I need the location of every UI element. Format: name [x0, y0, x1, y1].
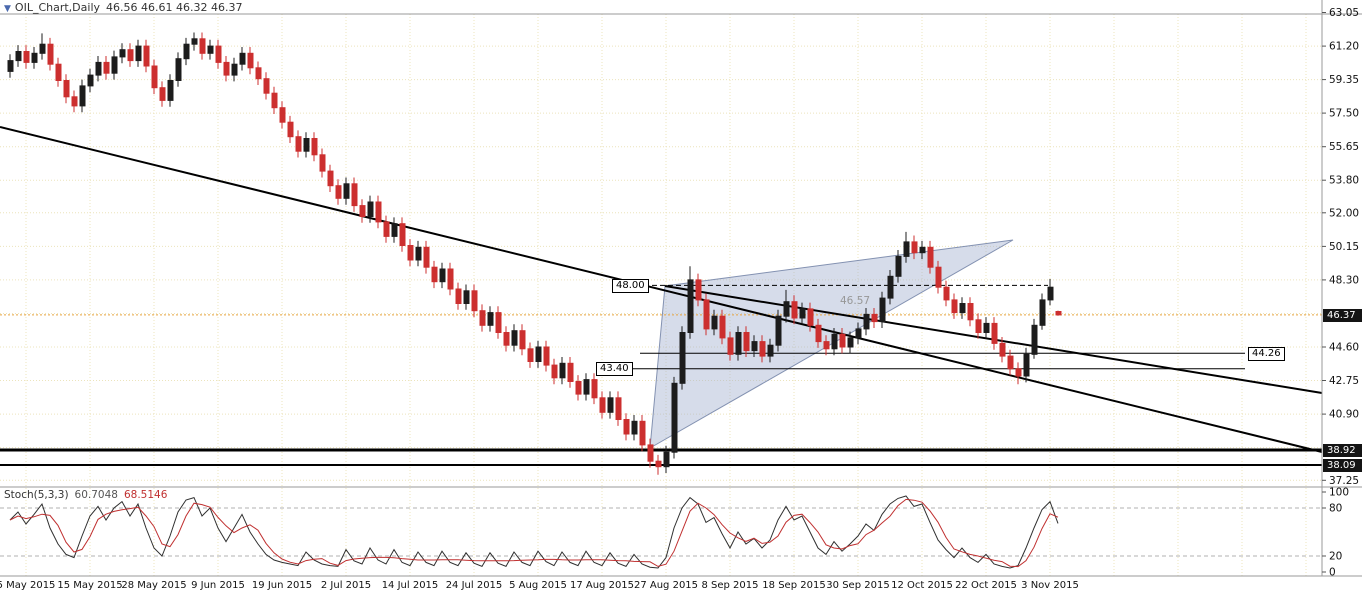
level-label-4340[interactable]: 43.40 [596, 362, 633, 376]
date-tick-label: 24 Jul 2015 [446, 580, 503, 591]
price-tick-label: 59.35 [1329, 74, 1359, 86]
stoch-scale-label: 0 [1329, 567, 1336, 579]
price-tick-label: 37.25 [1329, 475, 1359, 487]
quote-line: ▼ OIL_Chart,Daily 46.56 46.61 46.32 46.37 [4, 1, 242, 14]
date-tick-label: 22 Oct 2015 [955, 580, 1017, 591]
date-tick-label: 9 Jun 2015 [191, 580, 245, 591]
level-label-4426[interactable]: 44.26 [1248, 347, 1285, 361]
date-tick-label: 3 Nov 2015 [1021, 580, 1079, 591]
symbol-dropdown-icon[interactable]: ▼ [4, 4, 11, 14]
price-axis: 63.05 61.20 59.35 57.50 55.65 53.80 52.00 50.15… [1322, 7, 1359, 579]
grid-layer [0, 14, 1322, 576]
support-axis-box-3809: 38.09 [1323, 459, 1362, 472]
price-tick-label: 61.20 [1329, 41, 1359, 53]
date-tick-label: 8 Sep 2015 [701, 580, 758, 591]
date-tick-label: 30 Sep 2015 [826, 580, 889, 591]
price-tick-label: 57.50 [1329, 108, 1359, 120]
indicator-d-value: 68.5146 [123, 489, 168, 501]
date-tick-label: 17 Aug 2015 [570, 580, 634, 591]
indicator-name: Stoch(5,3,3) [4, 489, 69, 501]
date-tick-label: 2 Jul 2015 [321, 580, 371, 591]
price-tick-label: 48.30 [1329, 274, 1359, 286]
indicator-k-value: 60.7048 [74, 489, 118, 501]
price-tick-label: 55.65 [1329, 141, 1359, 153]
current-price-axis-box: 46.37 [1323, 309, 1362, 322]
stoch-d-line [9, 498, 1059, 568]
trendline-value-annotation: 46.57 [840, 295, 871, 307]
price-tick-label: 44.60 [1329, 342, 1359, 354]
stochastic-pane [0, 495, 1322, 569]
level-label-48[interactable]: 48.00 [612, 279, 649, 293]
quote-ohlc: 46.56 46.61 46.32 46.37 [106, 1, 243, 14]
stoch-scale-label: 80 [1329, 503, 1342, 515]
separators [0, 0, 1362, 577]
support-axis-box-3892: 38.92 [1323, 444, 1362, 457]
price-tick-label: 50.15 [1329, 241, 1359, 253]
date-tick-label: 15 May 2015 [57, 580, 122, 591]
candles-layer [7, 32, 1062, 475]
date-tick-label: 18 Sep 2015 [762, 580, 825, 591]
date-tick-label: 5 May 2015 [0, 580, 55, 591]
date-tick-label: 5 Aug 2015 [509, 580, 567, 591]
symbol-timeframe: OIL_Chart,Daily [14, 1, 101, 14]
stoch-k-line [9, 495, 1059, 569]
indicator-label: Stoch(5,3,3) 60.7048 68.5146 [4, 489, 167, 501]
stoch-scale-label: 100 [1329, 487, 1349, 499]
price-tick-label: 52.00 [1329, 207, 1359, 219]
price-tick-label: 63.05 [1329, 7, 1359, 19]
price-tick-label: 53.80 [1329, 175, 1359, 187]
date-tick-label: 12 Oct 2015 [891, 580, 953, 591]
stoch-scale-label: 20 [1329, 551, 1342, 563]
date-tick-label: 19 Jun 2015 [252, 580, 312, 591]
price-tick-label: 42.75 [1329, 375, 1359, 387]
trendline-1[interactable] [0, 126, 1323, 453]
price-tick-label: 40.90 [1329, 409, 1359, 421]
date-tick-label: 28 May 2015 [121, 580, 186, 591]
date-tick-label: 27 Aug 2015 [634, 580, 698, 591]
date-tick-label: 14 Jul 2015 [382, 580, 439, 591]
